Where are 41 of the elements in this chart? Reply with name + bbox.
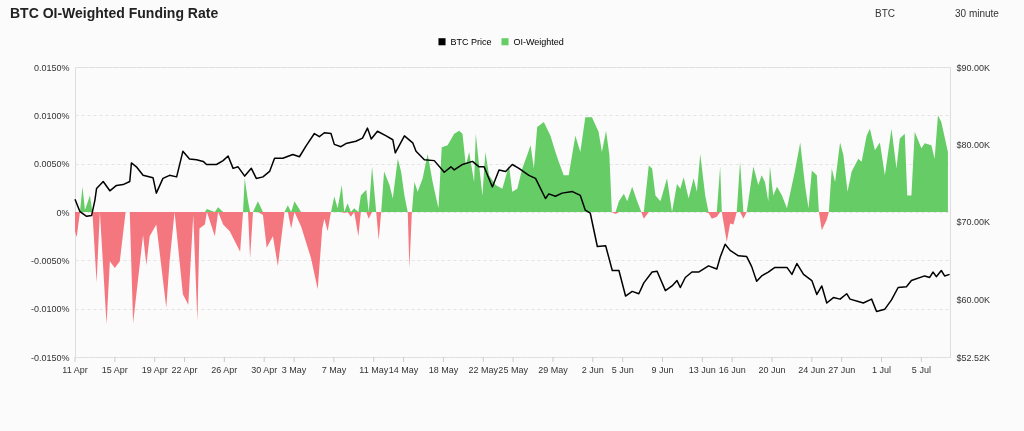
x-tick-label: 14 May	[388, 365, 419, 375]
x-tick-label: 16 Jun	[718, 365, 746, 375]
x-tick-label: 24 Jun	[798, 365, 826, 375]
x-tick-label: 13 Jun	[688, 365, 716, 375]
x-tick-label: 20 Jun	[758, 365, 786, 375]
legend-label: BTC Price	[450, 36, 492, 47]
y2-tick-label: $80.00K	[956, 139, 991, 150]
y-tick-label: 0.0100%	[33, 110, 70, 121]
x-tick-label: 26 Apr	[211, 365, 238, 375]
x-tick-label: 19 Apr	[141, 365, 168, 375]
y2-tick-label: $90.00K	[956, 62, 991, 73]
legend-label: OI-Weighted	[513, 36, 564, 47]
y-tick-label: -0.0100%	[30, 304, 70, 315]
text: BTC	[875, 8, 895, 19]
x-tick-label: 30 Apr	[251, 365, 278, 375]
y2-tick-label: $70.00K	[956, 217, 991, 228]
x-tick-label: 2 Jun	[581, 365, 604, 375]
x-tick-label: 7 May	[321, 365, 347, 375]
chart-title: BTC OI-Weighted Funding Rate	[10, 5, 219, 21]
x-tick-label: 5 Jun	[611, 365, 634, 375]
y2-tick-label: $60.00K	[956, 294, 991, 305]
x-tick-label: 9 Jun	[651, 365, 674, 375]
x-tick-label: 29 May	[538, 365, 569, 375]
x-tick-label: 3 May	[281, 365, 307, 375]
x-tick-label: 11 Apr	[62, 365, 88, 375]
x-tick-label: 27 Jun	[828, 365, 856, 375]
y-tick-label: 0%	[56, 207, 70, 218]
y-tick-label: 0.0150%	[33, 62, 70, 73]
x-tick-label: 25 May	[498, 365, 529, 375]
x-tick-label: 22 Apr	[171, 365, 198, 375]
x-tick-label: 15 Apr	[101, 365, 128, 375]
x-tick-label: 1 Jul	[872, 365, 892, 375]
y-tick-label: -0.0150%	[30, 352, 70, 363]
x-tick-label: 5 Jul	[911, 365, 931, 375]
text: 30 minute	[955, 8, 1000, 19]
x-tick-label: 22 May	[468, 365, 499, 375]
x-tick-label: 18 May	[428, 365, 459, 375]
y-tick-label: -0.0050%	[30, 255, 70, 266]
y2-tick-label: $52.52K	[956, 352, 991, 363]
x-tick-label: 11 May	[359, 365, 389, 375]
y-tick-label: 0.0050%	[33, 159, 70, 170]
